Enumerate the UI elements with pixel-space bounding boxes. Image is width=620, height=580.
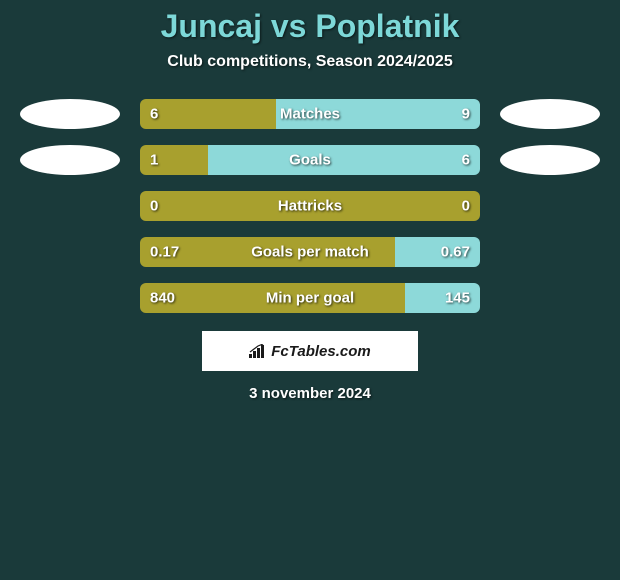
stat-label: Matches: [280, 106, 340, 123]
stat-label: Goals per match: [251, 244, 369, 261]
stat-bar: 840 145 Min per goal: [140, 283, 480, 313]
comparison-row: 6 9 Matches: [0, 99, 620, 129]
stat-label: Min per goal: [266, 290, 354, 307]
footer-brand-box[interactable]: FcTables.com: [202, 331, 418, 371]
club-badge-left: [20, 99, 120, 129]
comparison-container: Juncaj vs Poplatnik Club competitions, S…: [0, 0, 620, 402]
comparison-row: 840 145 Min per goal: [0, 283, 620, 313]
page-title: Juncaj vs Poplatnik: [0, 8, 620, 45]
stat-bar: 1 6 Goals: [140, 145, 480, 175]
stat-value-right: 9: [462, 106, 470, 123]
stat-value-right: 145: [445, 290, 470, 307]
chart-icon: [249, 344, 267, 358]
stat-value-left: 840: [150, 290, 175, 307]
comparison-row: 1 6 Goals: [0, 145, 620, 175]
stat-label: Hattricks: [278, 198, 342, 215]
stat-value-left: 0.17: [150, 244, 179, 261]
stat-bar: 0 0 Hattricks: [140, 191, 480, 221]
stat-label: Goals: [289, 152, 331, 169]
bar-segment-left: [140, 99, 276, 129]
comparison-row: 0 0 Hattricks: [0, 191, 620, 221]
page-subtitle: Club competitions, Season 2024/2025: [0, 53, 620, 71]
stat-value-left: 0: [150, 198, 158, 215]
comparison-row: 0.17 0.67 Goals per match: [0, 237, 620, 267]
comparison-rows: 6 9 Matches 1 6 Goals 0 0 Hattricks 0.17 0.67 Goals…: [0, 99, 620, 313]
club-badge-right: [500, 99, 600, 129]
stat-bar: 6 9 Matches: [140, 99, 480, 129]
footer-brand-text: FcTables.com: [271, 343, 370, 360]
stat-value-left: 1: [150, 152, 158, 169]
stat-bar: 0.17 0.67 Goals per match: [140, 237, 480, 267]
footer-logo: FcTables.com: [249, 343, 370, 360]
club-badge-left: [20, 145, 120, 175]
stat-value-right: 0.67: [441, 244, 470, 261]
stat-value-left: 6: [150, 106, 158, 123]
stat-value-right: 0: [462, 198, 470, 215]
club-badge-right: [500, 145, 600, 175]
date-line: 3 november 2024: [0, 385, 620, 402]
bar-segment-right: [208, 145, 480, 175]
stat-value-right: 6: [462, 152, 470, 169]
